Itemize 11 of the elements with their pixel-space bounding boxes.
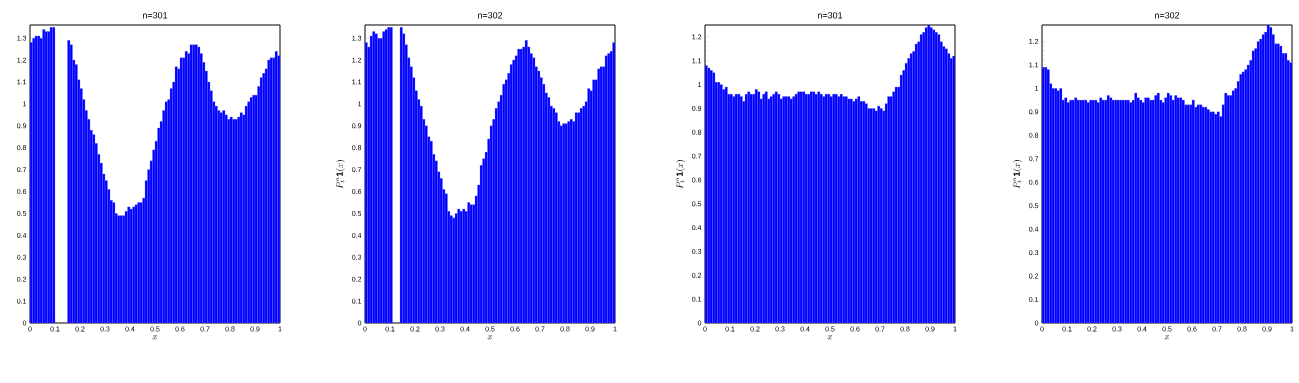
chart-title: n=302 xyxy=(478,12,503,19)
chart-title: n=302 xyxy=(1155,12,1180,19)
y-axis-title: $P^{n}_{t}\mathbf{1}(x)$ xyxy=(1012,160,1022,189)
x-axis-title: $x$ xyxy=(487,335,493,340)
x-axis-title: $x$ xyxy=(1164,335,1170,340)
x-axis-title: $x$ xyxy=(827,335,833,340)
y-axis-title: $P^{n}_{t}\mathbf{1}(x)$ xyxy=(675,160,685,189)
chart-title: n=301 xyxy=(818,12,843,19)
y-axis-title: $P^{n}_{t}\mathbf{1}(x)$ xyxy=(335,160,345,189)
x-axis-title: $x$ xyxy=(152,335,158,340)
chart-title: n=301 xyxy=(143,12,168,19)
